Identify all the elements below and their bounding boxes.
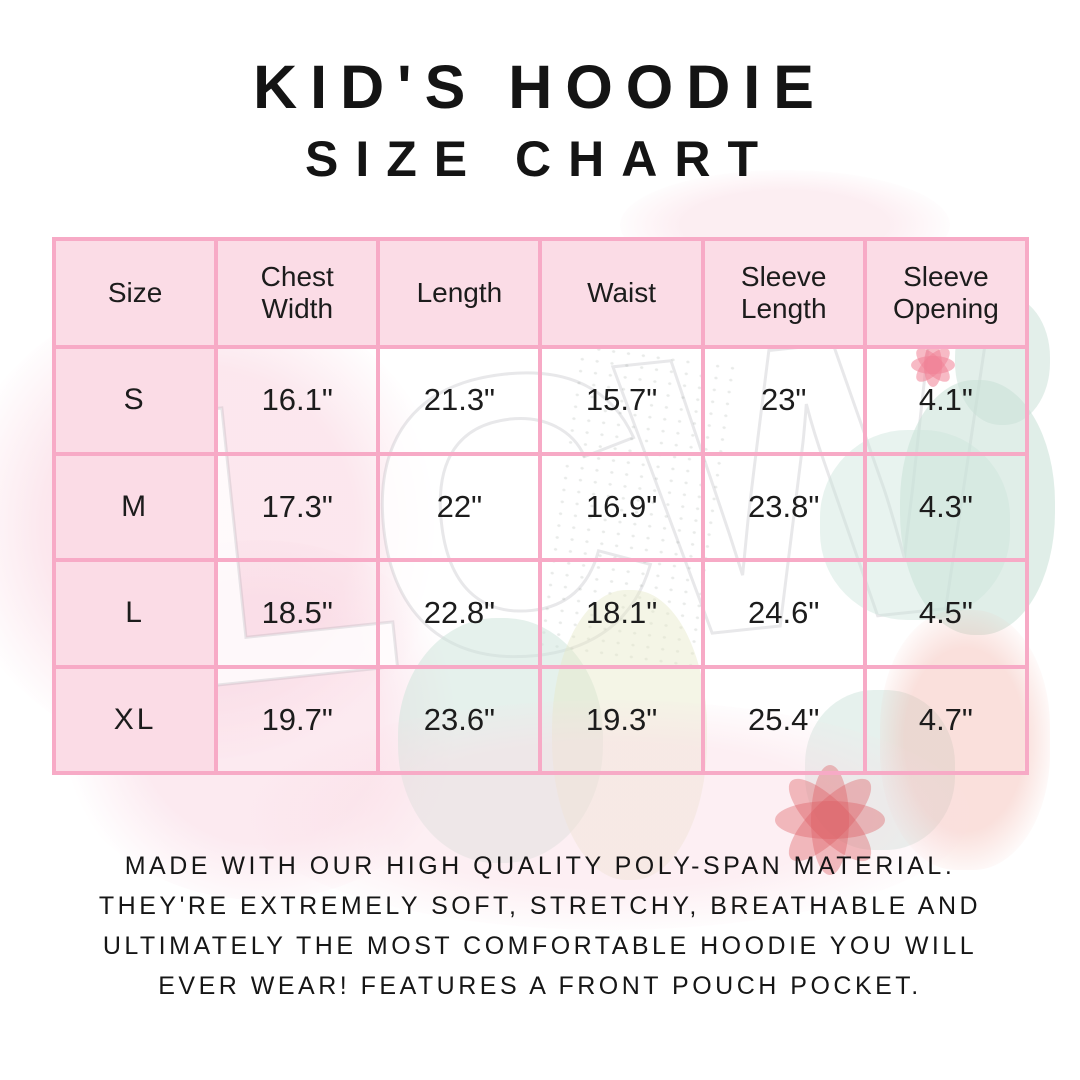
size-label: M [51,451,219,562]
length-value: 22" [376,451,543,562]
chest-width-value: 17.3" [214,451,381,562]
material-description: MADE WITH OUR HIGH QUALITY POLY-SPAN MAT… [0,846,1080,1006]
column-header-sleeve-length: Sleeve Length [700,237,867,349]
sleeve-opening-value: 4.7" [862,664,1030,775]
sleeve-opening-value: 4.5" [862,558,1030,669]
size-chart-table: Size Chest Width Length Waist Sleeve Len… [51,237,1030,775]
length-value: 23.6" [376,664,543,775]
sleeve-length-value: 23.8" [700,451,867,562]
chest-width-value: 16.1" [214,345,381,456]
chest-width-value: 19.7" [214,664,381,775]
length-value: 22.8" [376,558,543,669]
column-header-size: Size [51,237,219,349]
column-header-length: Length [376,237,543,349]
sleeve-length-value: 24.6" [700,558,867,669]
table-row-size-xl: XL 19.7" 23.6" 19.3" 25.4" 4.7" [51,664,1030,775]
waist-value: 18.1" [538,558,705,669]
page-title: KID'S HOODIE SIZE CHART [0,52,1080,188]
size-label: S [51,345,219,456]
description-line: THEY'RE EXTREMELY SOFT, STRETCHY, BREATH… [98,892,982,920]
table-row-size-l: L 18.5" 22.8" 18.1" 24.6" 4.5" [51,558,1030,669]
description-line: EVER WEAR! FEATURES A FRONT POUCH POCKET… [158,972,922,1000]
waist-value: 16.9" [538,451,705,562]
column-header-waist: Waist [538,237,705,349]
chest-width-value: 18.5" [214,558,381,669]
title-size-chart: SIZE CHART [305,131,775,187]
table-row-size-m: M 17.3" 22" 16.9" 23.8" 4.3" [51,451,1030,562]
sleeve-length-value: 23" [700,345,867,456]
length-value: 21.3" [376,345,543,456]
table-row-size-s: S 16.1" 21.3" 15.7" 23" 4.1" [51,345,1030,456]
waist-value: 15.7" [538,345,705,456]
description-line: ULTIMATELY THE MOST COMFORTABLE HOODIE Y… [102,932,978,960]
size-label: L [51,558,219,669]
waist-value: 19.3" [538,664,705,775]
size-label: XL [51,664,219,775]
sleeve-opening-value: 4.1" [862,345,1030,456]
table-header-row: Size Chest Width Length Waist Sleeve Len… [51,237,1030,349]
sleeve-opening-value: 4.3" [862,451,1030,562]
column-header-sleeve-opening: Sleeve Opening [862,237,1030,349]
description-line: MADE WITH OUR HIGH QUALITY POLY-SPAN MAT… [124,852,956,880]
title-product: KID'S HOODIE [253,53,827,121]
column-header-chest-width: Chest Width [214,237,381,349]
sleeve-length-value: 25.4" [700,664,867,775]
